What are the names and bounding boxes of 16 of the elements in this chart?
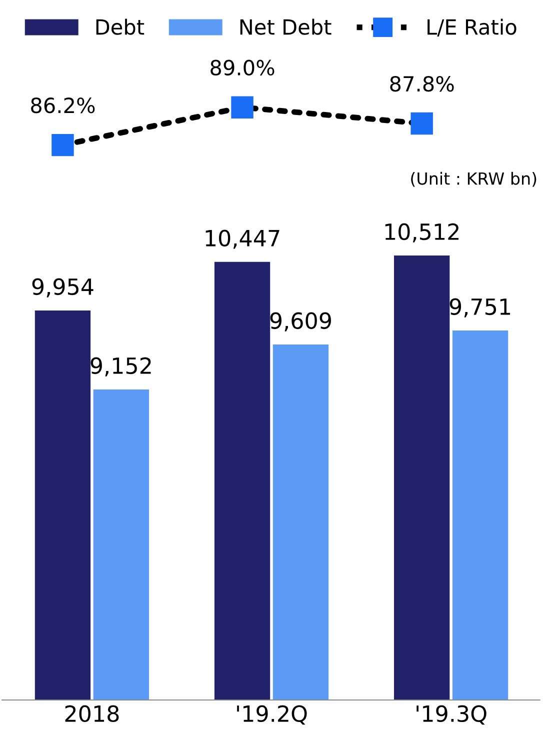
- data-label: 87.8%: [390, 76, 454, 92]
- data-label: 9,609: [270, 312, 331, 332]
- data-label: 9,954: [32, 278, 94, 298]
- annotation: (Unit : KRW bn): [411, 172, 536, 187]
- x-tick-label: '19.2Q: [237, 705, 307, 725]
- legend-label: Net Debt: [240, 18, 332, 35]
- x-tick-label: '19.3Q: [416, 705, 486, 725]
- data-label: 86.2%: [31, 97, 95, 114]
- data-label: 10,512: [385, 223, 458, 242]
- data-label: 9,152: [90, 357, 151, 376]
- legend-label: Debt: [96, 18, 144, 35]
- legend-label: L/E Ratio: [428, 18, 516, 37]
- data-label: 89.0%: [210, 60, 274, 76]
- data-label: 9,751: [450, 298, 510, 318]
- data-label: 10,447: [206, 230, 280, 249]
- x-tick-label: 2018: [65, 705, 119, 722]
